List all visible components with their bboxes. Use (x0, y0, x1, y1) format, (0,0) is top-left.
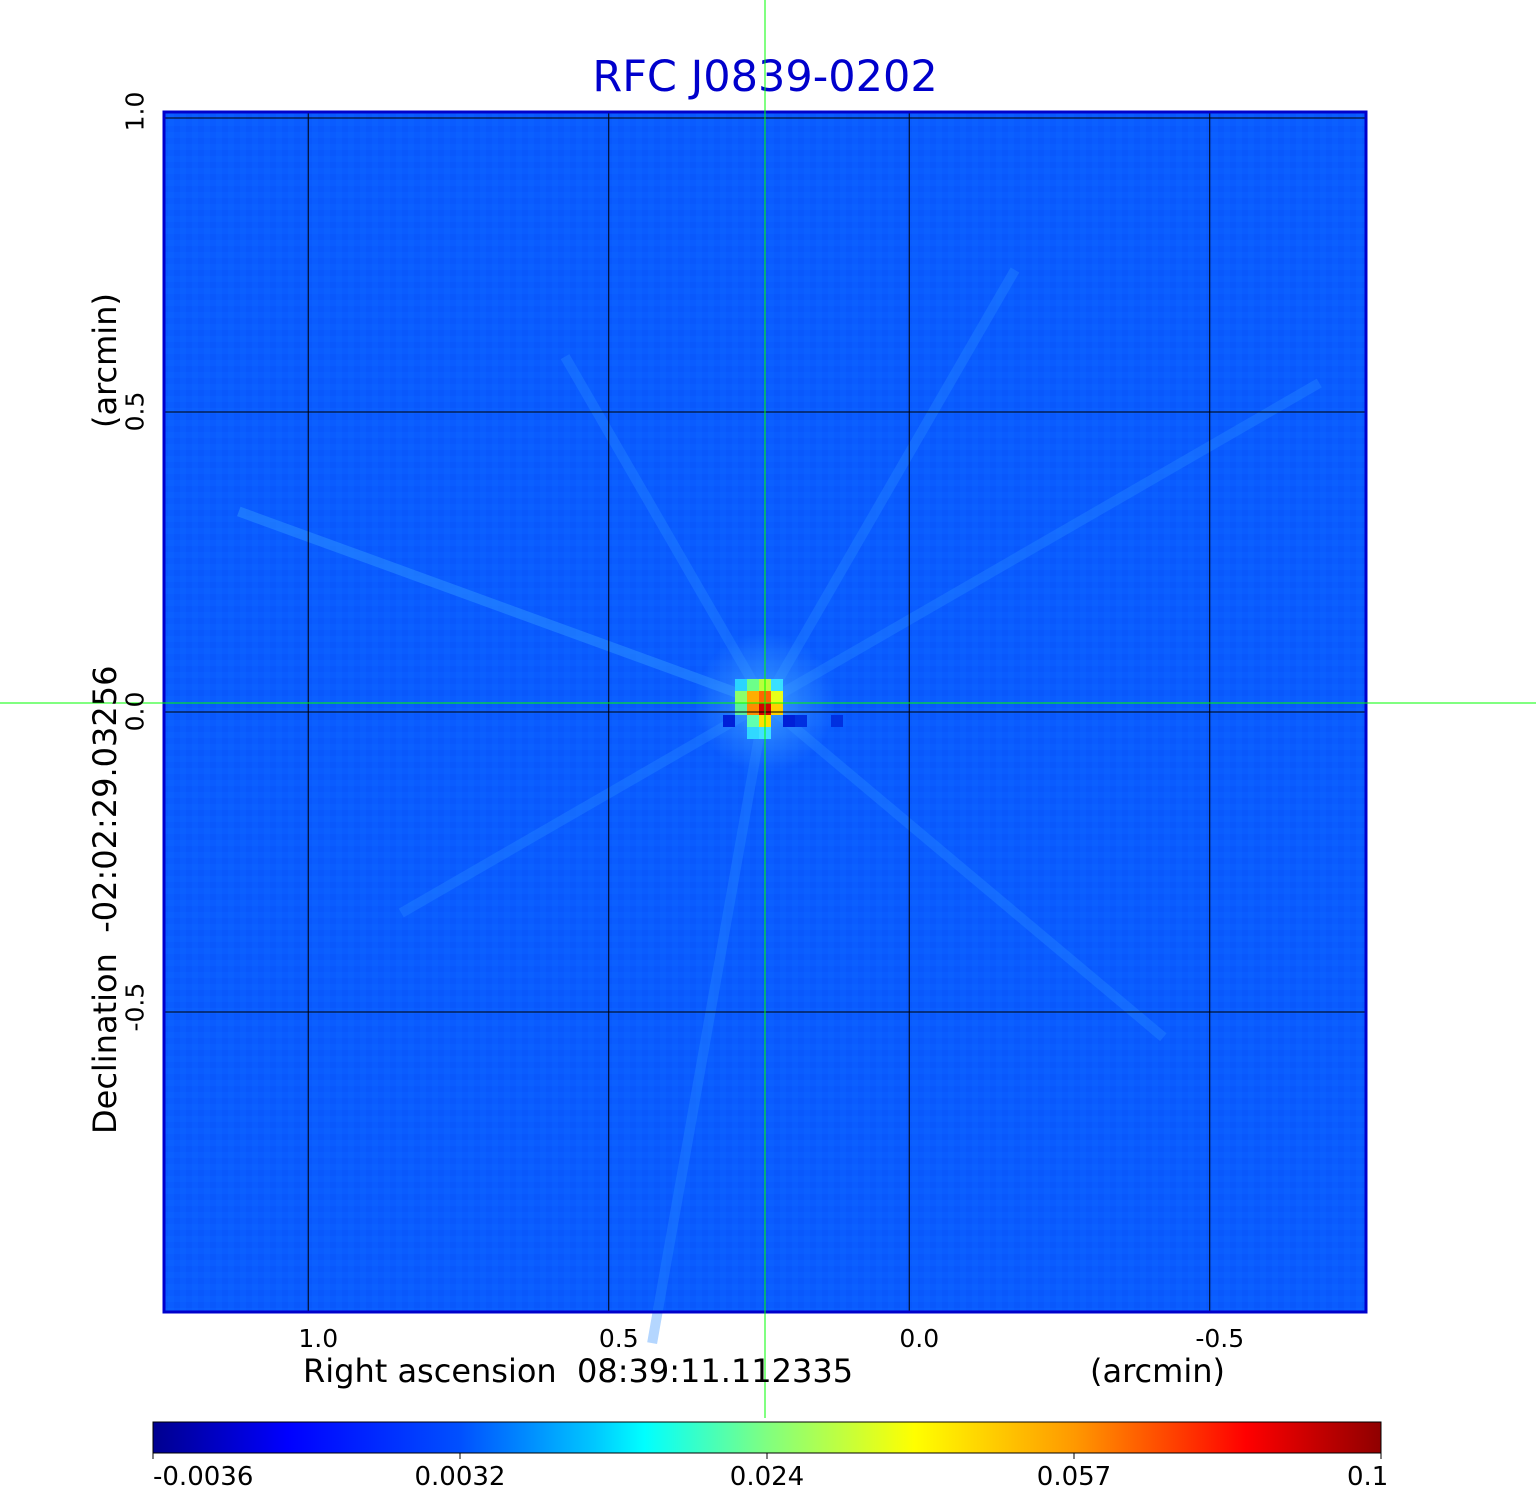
source-pixel (747, 691, 759, 703)
y-tick-label: 1.0 (120, 91, 150, 132)
sidelobe-streak (237, 506, 767, 708)
sidelobe-streak (237, 506, 767, 708)
source-pixel (747, 727, 759, 739)
colorbar-tick-label: 0.0032 (414, 1462, 506, 1492)
source-pixel (747, 703, 759, 715)
colorbar-tick-label: 0.024 (729, 1462, 805, 1492)
y-axis-unit: (arcmin) (86, 293, 124, 428)
source-pixel (831, 715, 843, 727)
colorbar-tick-marks (152, 1453, 1382, 1459)
source-pixel (735, 679, 747, 691)
sidelobe-streak (761, 699, 1167, 1042)
y-tick-label: -0.5 (120, 982, 150, 1032)
colorbar-tick-label: 0.1 (1347, 1462, 1389, 1492)
source-pixel (771, 703, 783, 715)
source-pixel (747, 679, 759, 691)
source-pixel (747, 715, 759, 727)
source-pixel (783, 715, 795, 727)
source-pixel (723, 715, 735, 727)
y-tick-label: 0.5 (120, 391, 150, 432)
crosshair (0, 0, 1536, 1418)
y-axis-label: Declination -02:02:29.03256 (86, 665, 124, 1134)
x-tick-label: 0.0 (899, 1324, 940, 1353)
source-pixel (771, 691, 783, 703)
x-tick-label: 0.5 (598, 1324, 639, 1353)
x-tick-label: -0.5 (1195, 1324, 1245, 1353)
x-axis-label: Right ascension 08:39:11.112335 (303, 1352, 854, 1390)
source-pixel (771, 679, 783, 691)
colorbar (152, 1421, 1382, 1454)
sidelobe-streak (760, 267, 1020, 706)
source-pixel (735, 691, 747, 703)
x-tick-label: 1.0 (298, 1324, 339, 1353)
colorbar-tick-label: 0.057 (1036, 1462, 1112, 1492)
sidelobe-streak (647, 702, 770, 1344)
y-tick-label: 0.0 (120, 691, 150, 732)
colorbar-tick-label: -0.0036 (153, 1462, 254, 1492)
source-pixel (735, 703, 747, 715)
source-pixel (795, 715, 807, 727)
sidelobe-streak (762, 378, 1322, 708)
x-axis-unit: (arcmin) (1090, 1352, 1225, 1390)
